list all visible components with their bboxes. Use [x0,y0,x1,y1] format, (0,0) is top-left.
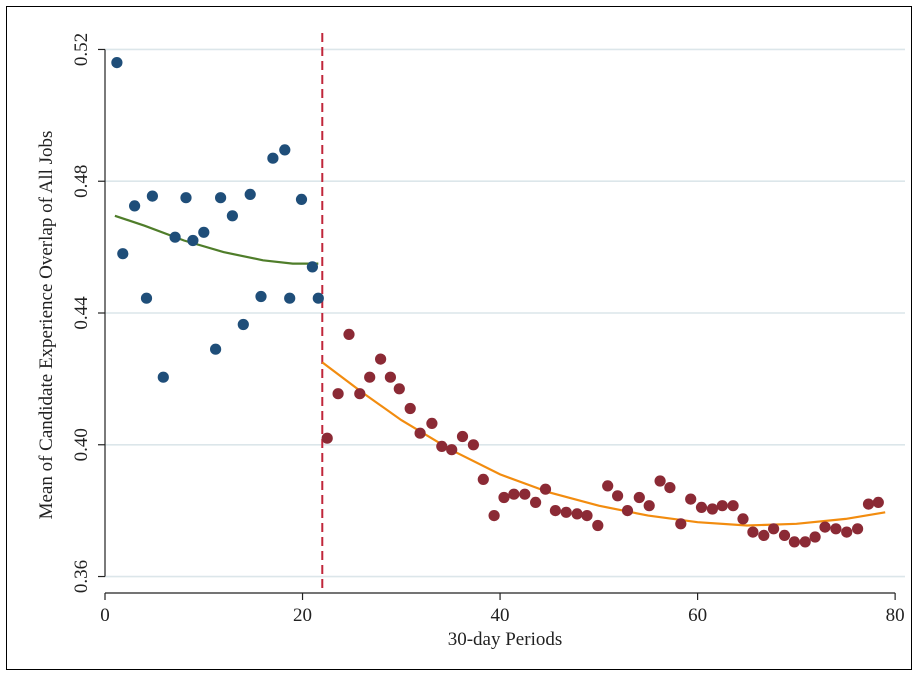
after-point [685,493,697,505]
after-point [872,496,884,508]
after-point [354,388,366,400]
before-point [306,261,318,273]
after-point [621,505,634,517]
tick-labels: 0.36 0.40 0.44 0.48 0.52 0 20 40 60 80 [71,33,905,626]
before-point [140,292,153,304]
after-point [571,508,583,520]
after-point [612,490,624,502]
after-point [592,519,604,532]
after-point [747,526,759,538]
after-point [768,523,780,535]
after-point [498,491,510,504]
after-point [664,482,676,494]
before-point [146,190,158,202]
data-points [111,57,884,548]
before-point [157,371,169,383]
after-point [862,498,875,510]
before-point [244,188,256,200]
before-point [198,226,210,238]
after-point [560,506,572,518]
after-point [530,496,542,508]
before-point [210,343,222,355]
after-point [581,509,593,522]
x-tick-label: 60 [688,605,707,626]
y-tick-label: 0.44 [71,296,92,330]
after-point [675,518,687,530]
before-point [169,231,181,243]
before-point [117,248,129,260]
after-point [446,444,458,456]
before-point [312,292,324,304]
after-point [414,427,426,439]
after-point [436,440,448,452]
before-point [187,234,199,247]
after-point [819,521,831,533]
after-point [706,503,719,515]
after-point [830,523,842,535]
x-tick-label: 20 [293,605,312,626]
after-point [643,500,655,512]
after-point [654,475,666,487]
after-point [364,371,376,383]
after-point [716,500,728,512]
axes [98,48,896,600]
y-tick-label: 0.48 [71,165,92,198]
y-axis-title: Mean of Candidate Experience Overlap of … [36,131,57,520]
after-point [488,509,500,522]
y-tick-label: 0.36 [71,560,92,593]
after-point [477,473,489,485]
x-axis-title: 30-day Periods [448,629,563,650]
before-point [295,193,308,205]
after-point [384,371,396,383]
x-tick-label: 80 [886,605,905,626]
before-point [267,152,279,164]
after-point [809,531,821,543]
before-point [111,57,123,69]
fit-lines [114,214,886,527]
after-point [332,388,344,400]
after-point [602,480,614,492]
after-point [633,491,645,504]
after-point [321,432,333,444]
before-point [279,144,291,156]
after_fit-line [321,361,886,527]
after-point [467,439,479,451]
after-point [375,353,387,365]
after-point [778,529,791,542]
after-point [841,526,853,538]
after-point [727,500,739,512]
before-point [284,292,296,304]
after-point [695,501,708,513]
after-point [852,523,864,535]
after-point [549,505,562,517]
before-point [255,290,267,303]
after-point [393,383,405,395]
before_fit-line [114,214,319,265]
after-point [508,488,520,500]
after-point [343,328,355,340]
x-tick-label: 0 [100,605,110,626]
before-point [129,200,141,212]
after-point [799,536,811,548]
after-point [788,536,801,548]
after-point [758,529,770,542]
after-point [519,488,531,500]
before-point [237,318,249,331]
after-point [426,417,438,429]
x-tick-label: 40 [491,605,510,626]
after-point [539,483,552,495]
gridlines [105,48,905,578]
after-point [456,430,469,443]
after-point [404,402,416,415]
after-point [737,513,749,525]
before-point [215,192,227,204]
before-point [180,192,192,204]
before-point [226,210,238,222]
y-tick-label: 0.52 [71,33,92,66]
y-tick-label: 0.40 [71,428,92,461]
